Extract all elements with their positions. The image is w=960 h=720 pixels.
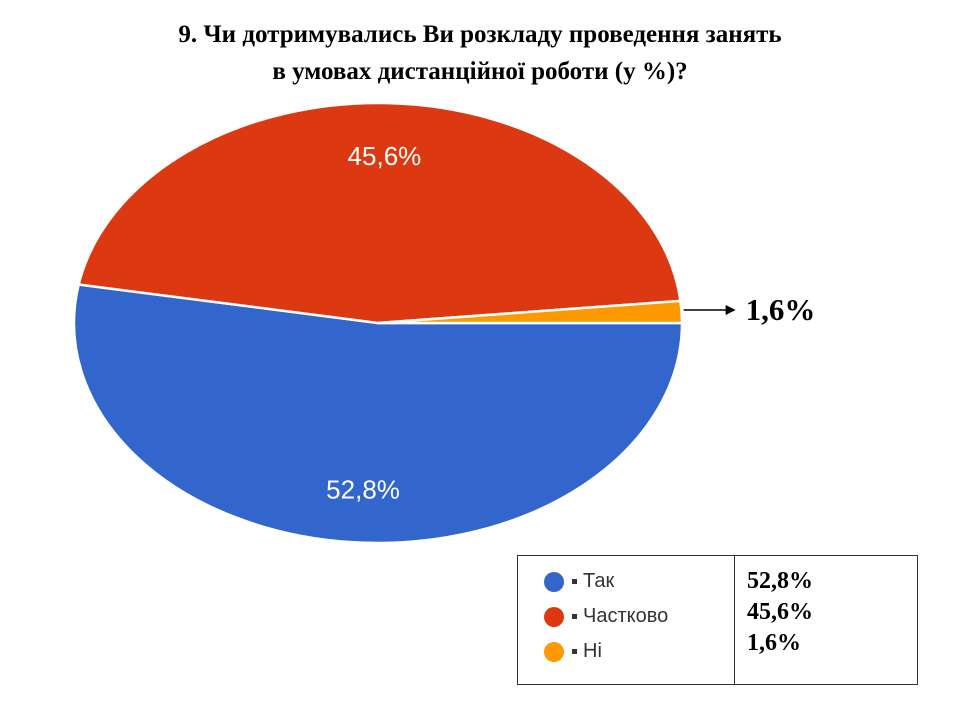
legend-item-chastkovo: Частково	[544, 599, 734, 634]
legend-bullet-icon	[572, 649, 577, 654]
chart-title-line-1: 9. Чи дотримувались Ви розкладу проведен…	[178, 21, 782, 48]
legend-value-chastkovo: 45,6%	[747, 599, 813, 625]
pie-slices	[72, 101, 684, 545]
legend-bullet-icon	[572, 579, 577, 584]
legend-label-tak: Так	[583, 570, 615, 592]
legend-values: 52,8% 45,6% 1,6%	[735, 556, 917, 684]
legend-entries: Так Частково Ні	[518, 556, 735, 684]
legend-label-chastkovo: Частково	[583, 605, 669, 627]
pie-slice-chastkovo	[77, 101, 682, 325]
legend-swatch-ni	[544, 641, 564, 662]
legend-value-tak: 52,8%	[747, 568, 813, 594]
pie-data-labels: 52,8% 45,6%	[326, 141, 421, 505]
chart-title: 9. Чи дотримувались Ви розкладу проведен…	[0, 16, 960, 90]
callout-arrow-head-icon	[725, 304, 736, 315]
data-label-chastkovo: 45,6%	[348, 141, 422, 171]
chart-title-line-2: в умовах дистанційної роботи (у %)?	[272, 58, 688, 85]
legend-bullet-icon	[572, 614, 577, 619]
legend-label-ni: Ні	[583, 640, 602, 662]
legend-item-ni: Ні	[544, 634, 734, 669]
data-label-tak: 52,8%	[326, 475, 400, 505]
data-label-ni: 1,6%	[746, 292, 816, 327]
pie-slice-tak	[72, 283, 684, 545]
legend-value-ni: 1,6%	[747, 630, 801, 656]
legend-swatch-tak	[544, 571, 564, 592]
legend-item-tak: Так	[544, 564, 734, 599]
legend-table: Так Частково Ні 52,8% 45,6% 1,6%	[517, 555, 918, 685]
small-slice-callout: 1,6%	[683, 292, 816, 327]
legend-swatch-chastkovo	[544, 606, 564, 627]
pie-slice-ni	[377, 299, 684, 325]
